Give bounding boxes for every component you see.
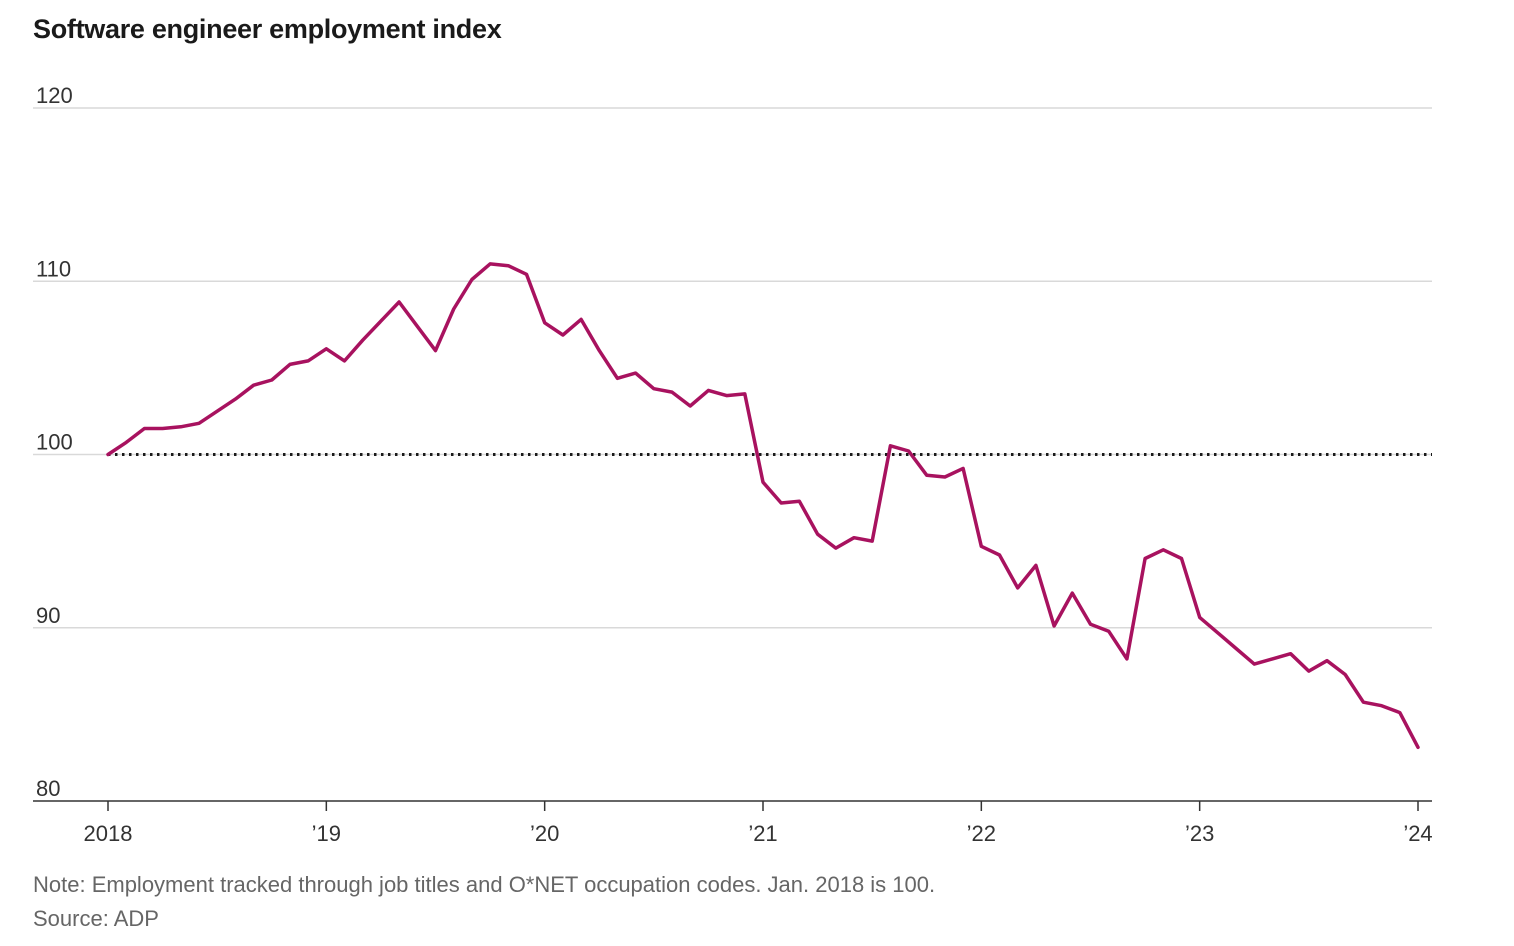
- y-tick-label-80: 80: [36, 776, 60, 801]
- y-tick-label-120: 120: [36, 83, 73, 108]
- x-tick-label-4: ’22: [967, 821, 996, 846]
- x-tick-label-6: ’24: [1403, 821, 1432, 846]
- source-line: Source: ADP: [33, 906, 159, 931]
- series-line-0: [106, 262, 1420, 750]
- y-tick-label-90: 90: [36, 603, 60, 628]
- x-tick-label-2: ’20: [530, 821, 559, 846]
- x-axis: 2018 ’19 ’20 ’21 ’22 ’23 ’24: [33, 800, 1433, 846]
- x-tick-label-3: ’21: [748, 821, 777, 846]
- x-tick-label-1: ’19: [312, 821, 341, 846]
- footnote: Note: Employment tracked through job tit…: [33, 872, 936, 897]
- y-tick-label-100: 100: [36, 430, 73, 455]
- chart-title: Software engineer employment index: [33, 14, 502, 44]
- x-tick-label-0: 2018: [84, 821, 133, 846]
- gridlines: [33, 107, 1432, 629]
- y-tick-label-110: 110: [36, 256, 71, 281]
- x-tick-label-5: ’23: [1185, 821, 1214, 846]
- series: [106, 262, 1420, 750]
- y-axis: 80 90 100 110 120: [36, 83, 73, 801]
